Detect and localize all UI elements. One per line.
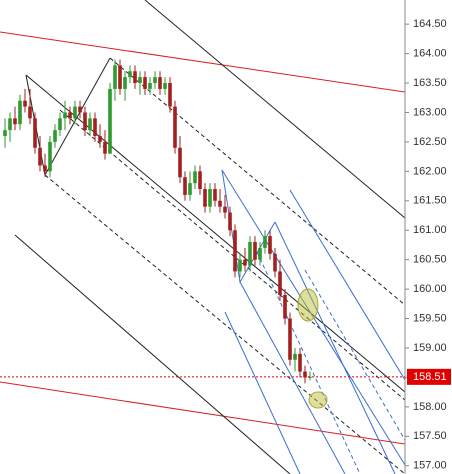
y-tick-label: 161.50 — [413, 195, 447, 207]
candle-body — [78, 106, 82, 113]
y-tick-label: 160.50 — [413, 254, 447, 266]
pitchfork-line — [144, 0, 406, 219]
highlight — [308, 391, 328, 409]
y-tick-label: 164.00 — [413, 47, 447, 59]
candle-body — [73, 106, 77, 119]
y-tick-label: 158.00 — [413, 401, 447, 413]
candle-body — [33, 118, 37, 148]
candle-body — [13, 118, 17, 125]
y-tick-label: 162.00 — [413, 165, 447, 177]
candle-body — [98, 136, 102, 142]
trend-line — [0, 31, 406, 93]
y-tick-label: 157.00 — [413, 460, 447, 472]
candle-body — [88, 118, 92, 131]
candle-body — [293, 353, 297, 360]
pitchfork-line — [274, 221, 396, 474]
candle-body — [288, 318, 292, 360]
candle-body — [253, 242, 257, 260]
trend-line — [0, 381, 406, 445]
pitchfork-line — [44, 174, 406, 474]
candle-body — [8, 118, 12, 131]
candle-body — [213, 189, 217, 201]
candle-body — [268, 236, 272, 254]
candle-body — [68, 112, 72, 119]
candle-body — [173, 106, 177, 148]
pitchfork-line — [109, 57, 406, 306]
candle-body — [278, 271, 282, 295]
candle-body — [208, 189, 212, 207]
candle-body — [193, 171, 197, 184]
pitchfork-line — [59, 109, 406, 401]
candle-body — [183, 177, 187, 195]
candle-body — [43, 165, 47, 172]
pitchfork-line — [289, 189, 406, 381]
candle-body — [258, 247, 262, 260]
candle-body — [148, 83, 152, 89]
candle-body — [248, 242, 252, 266]
candle-body — [143, 77, 147, 89]
y-tick-label: 157.50 — [413, 430, 447, 442]
candle-body — [163, 83, 167, 89]
candle-body — [188, 183, 192, 195]
candle-body — [178, 147, 182, 178]
candle-body — [263, 236, 267, 248]
pitchfork-line — [239, 281, 346, 474]
candle-body — [273, 253, 277, 272]
candle-body — [113, 65, 117, 89]
candle-body — [58, 118, 62, 131]
candle-body — [53, 130, 57, 142]
y-tick-label: 160.00 — [413, 283, 447, 295]
candle-body — [303, 371, 307, 378]
drawings — [0, 0, 406, 474]
candle-body — [298, 353, 302, 372]
candle-body — [118, 65, 122, 89]
y-tick-label: 162.50 — [413, 136, 447, 148]
candle-body — [23, 100, 27, 107]
candle-body — [83, 112, 87, 131]
candle-body — [203, 189, 207, 207]
y-tick-label: 164.50 — [413, 18, 447, 30]
candle-body — [128, 71, 132, 78]
candle-body — [93, 118, 97, 137]
y-tick-label: 161.00 — [413, 224, 447, 236]
pitchfork-line — [224, 311, 301, 474]
candle-body — [168, 83, 172, 107]
last-price-label: 158.51 — [413, 371, 447, 383]
candle-body — [38, 147, 42, 166]
y-tick-label: 163.50 — [413, 77, 447, 89]
y-tick-label: 159.00 — [413, 342, 447, 354]
candle-body — [3, 130, 7, 137]
candle-body — [158, 77, 162, 89]
pitchfork-line — [14, 234, 291, 474]
candle-body — [108, 88, 112, 154]
candle-body — [138, 77, 142, 84]
candle-body — [28, 106, 32, 119]
candle-body — [233, 230, 237, 272]
candle-body — [63, 112, 67, 119]
candle-body — [18, 100, 22, 125]
candle-body — [198, 171, 202, 190]
candle-body — [223, 206, 227, 213]
candle-body — [218, 200, 222, 207]
candle-body — [243, 259, 247, 266]
candle-body — [48, 141, 52, 172]
candle-body — [228, 212, 232, 231]
pitchfork-line — [304, 269, 406, 441]
candle-body — [238, 259, 242, 272]
candle-body — [133, 71, 137, 84]
highlight — [297, 288, 319, 322]
candle-body — [153, 77, 157, 84]
candle-body — [123, 77, 127, 89]
candle-body — [283, 294, 287, 319]
y-tick-label: 159.50 — [413, 312, 447, 324]
pitchfork-line — [25, 74, 406, 393]
pitchfork-line — [256, 251, 361, 474]
y-tick-label: 163.00 — [413, 106, 447, 118]
candle-body — [103, 141, 107, 154]
last-price-box — [407, 368, 451, 385]
